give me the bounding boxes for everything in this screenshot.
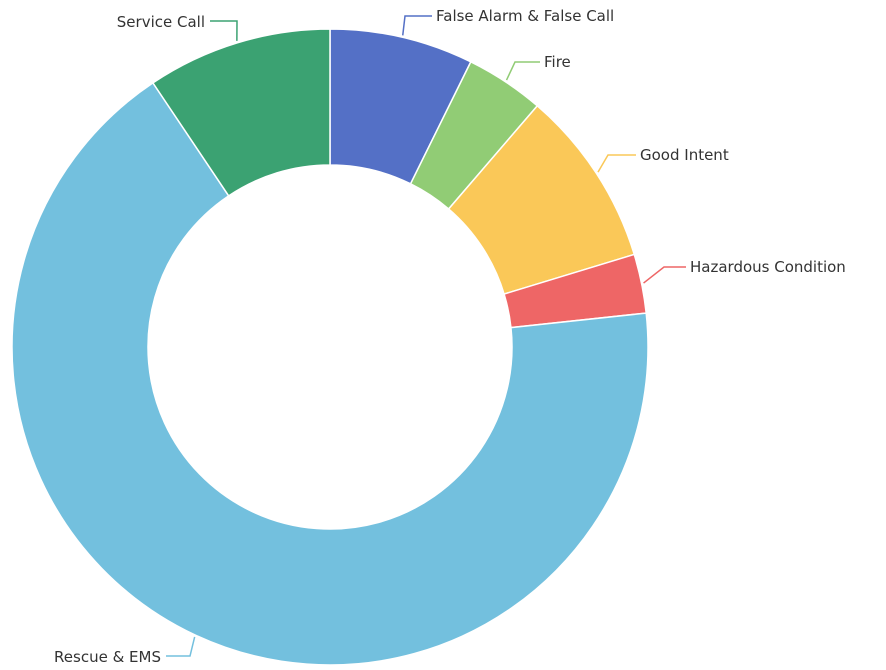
slice-label-false-alarm-and-false-call: False Alarm & False Call: [436, 7, 614, 25]
leader-line-false-alarm-and-false-call: [402, 15, 432, 36]
leader-line-good-intent: [597, 154, 636, 173]
leader-line-service-call: [210, 20, 238, 41]
leader-line-rescue-and-ems: [166, 636, 196, 657]
slice-service-call[interactable]: [151, 28, 331, 197]
slice-label-service-call: Service Call: [117, 13, 205, 31]
labels-layer: False Alarm & False Call Fire Good Intent H…: [53, 6, 848, 668]
slice-label-hazardous-condition: Hazardous Condition: [690, 258, 846, 276]
slice-label-good-intent: Good Intent: [640, 146, 729, 164]
leader-lines-layer: [166, 15, 686, 657]
leader-line-hazardous-condition: [643, 266, 686, 284]
leader-line-fire: [505, 61, 540, 81]
slices-layer: [11, 28, 649, 666]
slice-label-rescue-and-ems: Rescue & EMS: [54, 648, 161, 666]
slice-rescue-and-ems[interactable]: [11, 81, 649, 666]
slice-label-fire: Fire: [544, 53, 571, 71]
